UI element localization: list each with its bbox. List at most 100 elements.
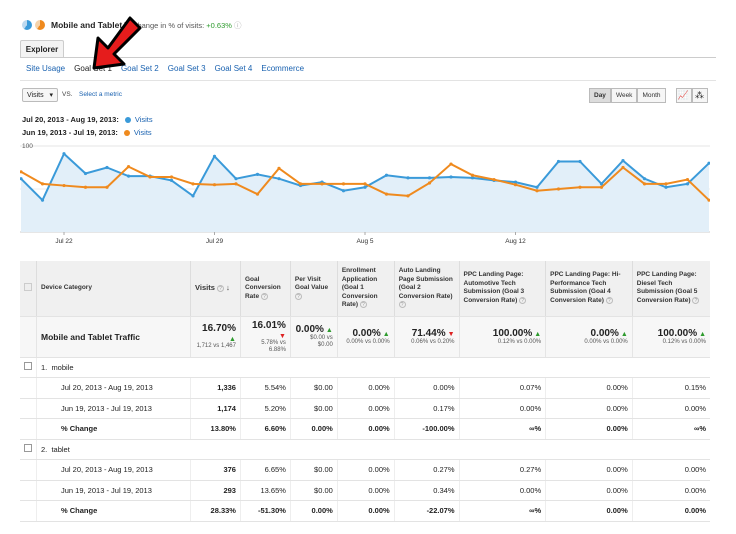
series-point[interactable] [449, 175, 453, 179]
series-point[interactable] [470, 173, 475, 177]
series-point[interactable] [513, 183, 518, 187]
row-checkbox[interactable] [20, 439, 37, 460]
group-name[interactable]: tablet [51, 444, 70, 454]
series-point[interactable] [191, 182, 195, 186]
series-point[interactable] [83, 185, 88, 189]
series-point[interactable] [62, 183, 66, 188]
table-group-row: 1. mobile [20, 357, 710, 378]
header-goal-2[interactable]: Auto Landing Page Submission (Goal 2 Con… [393, 261, 459, 317]
series-point[interactable] [556, 187, 561, 191]
series-point[interactable] [685, 182, 690, 186]
series-point[interactable] [492, 177, 496, 182]
header-device-category[interactable]: Device Category [35, 261, 191, 317]
series-point[interactable] [621, 159, 625, 163]
series-point[interactable] [62, 152, 66, 156]
series-point[interactable] [513, 180, 518, 184]
series-point[interactable] [599, 182, 604, 186]
series-point[interactable] [255, 172, 260, 176]
metric-select[interactable]: Visits ▾ [22, 88, 58, 102]
table-cell: 0.00% [336, 459, 395, 481]
subtab-site-usage[interactable]: Site Usage [26, 64, 66, 73]
series-point[interactable] [191, 194, 195, 198]
series-point[interactable] [556, 159, 561, 164]
series-point[interactable] [234, 177, 238, 181]
series-point[interactable] [105, 185, 109, 189]
series-point[interactable] [384, 192, 389, 196]
series-point[interactable] [642, 177, 647, 181]
series-point[interactable] [20, 170, 23, 174]
series-point[interactable] [277, 166, 281, 170]
header-goal-conversion-rate[interactable]: Goal Conversion Rate ? [239, 261, 291, 317]
series-point[interactable] [578, 185, 582, 189]
tab-explorer[interactable]: Explorer [20, 40, 64, 57]
series-point[interactable] [427, 176, 432, 180]
table-cell: 0.00% [289, 500, 338, 522]
series-point[interactable] [169, 175, 174, 179]
series-point[interactable] [363, 182, 367, 186]
series-point[interactable] [40, 198, 45, 202]
series-point[interactable] [341, 189, 346, 193]
series-point[interactable] [707, 161, 710, 165]
subtab-ecommerce[interactable]: Ecommerce [261, 64, 305, 73]
total-compare: 1,712 vs 1,467 [196, 343, 236, 349]
series-point[interactable] [20, 177, 23, 181]
series-point[interactable] [621, 165, 625, 170]
table-cell: 0.07% [458, 377, 546, 399]
header-goal-3[interactable]: PPC Landing Page: Automotive Tech Submis… [458, 261, 546, 317]
series-point[interactable] [40, 182, 45, 186]
series-point[interactable] [277, 177, 281, 181]
header-goal-4[interactable]: PPC Landing Page: Hi-Performance Tech Su… [545, 261, 633, 317]
series-point[interactable] [384, 173, 389, 177]
segment-change-text: change in % of visits: +0.63% ⓘ [133, 20, 242, 30]
series-point[interactable] [535, 185, 539, 189]
series-point[interactable] [83, 171, 88, 176]
total-compare: 0.12% vs 0.00% [497, 338, 542, 345]
series-point[interactable] [212, 183, 217, 187]
series-point[interactable] [664, 185, 668, 189]
series-point[interactable] [427, 181, 432, 185]
series-point[interactable] [685, 177, 690, 182]
series-point[interactable] [406, 176, 410, 180]
series-point[interactable] [707, 198, 710, 202]
series-point[interactable] [470, 176, 475, 180]
help-icon: ? [359, 301, 367, 308]
line-chart-toggle-button[interactable]: 📈 [675, 88, 692, 103]
series-point[interactable] [255, 192, 260, 196]
header-visits[interactable]: Visits ? ↓ [190, 261, 241, 317]
select-all-checkbox[interactable] [20, 261, 37, 317]
period-week-button[interactable]: Week [610, 88, 638, 103]
period-day-button[interactable]: Day [589, 88, 611, 103]
subtab-goal-set-2[interactable]: Goal Set 2 [120, 64, 159, 73]
series-point[interactable] [126, 174, 131, 178]
series-point[interactable] [320, 182, 324, 186]
series-point[interactable] [664, 182, 668, 186]
header-goal-1[interactable]: Enrollment Application (Goal 1 Conversio… [336, 261, 395, 317]
header-goal-5[interactable]: PPC Landing Page: Diesel Tech Submission… [631, 261, 710, 317]
table-cell: 293 [190, 480, 241, 501]
series-point[interactable] [212, 154, 217, 158]
series-point[interactable] [406, 194, 410, 198]
group-name[interactable]: mobile [51, 362, 74, 372]
row-checkbox[interactable] [20, 357, 37, 378]
series-point[interactable] [298, 182, 303, 186]
series-point[interactable] [599, 185, 604, 189]
series-point[interactable] [148, 175, 152, 179]
select-metric-link[interactable]: Select a metric [79, 91, 122, 98]
subtab-goal-set-3[interactable]: Goal Set 3 [167, 64, 206, 73]
series-point[interactable] [449, 162, 453, 166]
series-point[interactable] [363, 185, 367, 189]
table-cell: 28.33% [190, 500, 241, 522]
series-point[interactable] [642, 182, 647, 186]
table-cell: 0.00% [458, 398, 546, 419]
header-per-visit-goal-value[interactable]: Per Visit Goal Value ? [289, 261, 338, 317]
series-point[interactable] [234, 182, 238, 186]
motion-chart-toggle-button[interactable]: ⁂ [691, 88, 708, 103]
series-point[interactable] [126, 165, 131, 169]
series-point[interactable] [341, 182, 346, 186]
subtab-goal-set-4[interactable]: Goal Set 4 [214, 64, 253, 73]
series-point[interactable] [169, 178, 174, 182]
period-month-button[interactable]: Month [637, 88, 666, 103]
series-point[interactable] [535, 189, 539, 193]
series-point[interactable] [578, 159, 582, 164]
series-point[interactable] [105, 165, 109, 170]
